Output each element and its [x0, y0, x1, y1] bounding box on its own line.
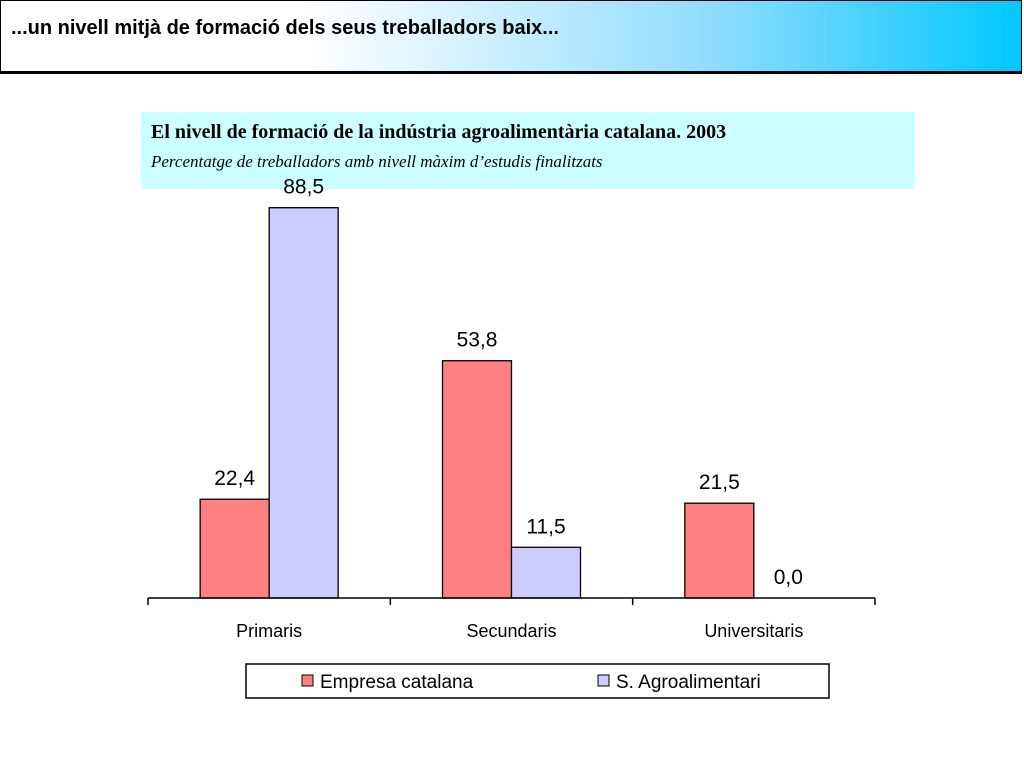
slide-title: ...un nivell mitjà de formació dels seus…	[11, 17, 559, 39]
chart-title: El nivell de formació de la indústria ag…	[151, 121, 727, 143]
legend-swatch-s-agroalimentari	[597, 674, 610, 687]
legend: Empresa catalana S. Agroalimentari	[245, 663, 830, 699]
chart-subtitle: Percentatge de treballadors amb nivell m…	[151, 152, 603, 171]
chart-title-box: El nivell de formació de la indústria ag…	[141, 112, 915, 189]
value-label-empresa-catalana-universitaris: 21,5	[699, 471, 740, 494]
value-labels-group: 22,4 88,5 53,8 11,5 21,5 0,0	[214, 176, 803, 589]
x-tick-label-universitaris: Universitaris	[704, 621, 803, 641]
slide-header: ...un nivell mitjà de formació dels seus…	[0, 0, 1022, 74]
legend-label-empresa-catalana: Empresa catalana	[320, 672, 474, 693]
bar-s-agroalimentari-secundaris	[510, 546, 582, 599]
legend-label-s-agroalimentari: S. Agroalimentari	[616, 672, 761, 693]
bar-empresa-catalana-secundaris	[441, 360, 513, 599]
bar-empresa-catalana-primaris	[199, 498, 270, 599]
bar-s-agroalimentari-primaris	[268, 207, 339, 599]
x-tick-label-primaris: Primaris	[236, 621, 302, 641]
bar-empresa-catalana-universitaris	[684, 502, 755, 599]
value-label-empresa-catalana-primaris: 22,4	[214, 467, 255, 490]
value-label-s-agroalimentari-primaris: 88,5	[283, 176, 324, 199]
legend-box	[245, 663, 830, 699]
value-label-s-agroalimentari-secundaris: 11,5	[526, 515, 565, 538]
x-tick-labels: Primaris Secundaris Universitaris	[236, 621, 803, 641]
value-label-empresa-catalana-secundaris: 53,8	[457, 329, 498, 352]
bars-group	[199, 207, 755, 599]
value-label-s-agroalimentari-universitaris: 0,0	[774, 566, 803, 589]
legend-swatch-empresa-catalana	[301, 674, 314, 687]
x-tick-label-secundaris: Secundaris	[466, 621, 556, 641]
x-axis-ticks	[147, 598, 876, 605]
